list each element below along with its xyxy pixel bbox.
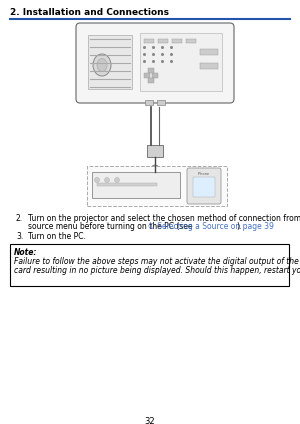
Bar	[158, 39, 168, 43]
Text: Turn on the projector and select the chosen method of connection from the: Turn on the projector and select the cho…	[28, 214, 300, 223]
Bar	[144, 73, 150, 78]
Circle shape	[115, 178, 119, 182]
Bar	[88, 35, 132, 89]
Bar	[148, 68, 154, 73]
Bar	[152, 73, 158, 78]
Bar	[140, 33, 222, 91]
Text: 2.: 2.	[16, 214, 23, 223]
Bar	[145, 100, 153, 105]
Ellipse shape	[93, 54, 111, 76]
Text: 2. Installation and Connections: 2. Installation and Connections	[10, 8, 169, 17]
Bar	[157, 100, 165, 105]
FancyBboxPatch shape	[76, 23, 234, 103]
Text: Turn on the PC.: Turn on the PC.	[28, 232, 86, 241]
Bar	[92, 172, 180, 198]
Text: iPhone: iPhone	[198, 172, 210, 176]
Bar	[193, 177, 215, 197]
Bar	[144, 39, 154, 43]
Bar	[10, 244, 289, 286]
Circle shape	[104, 178, 110, 182]
Text: 32: 32	[145, 417, 155, 424]
Text: Failure to follow the above steps may not activate the digital output of the gra: Failure to follow the above steps may no…	[14, 257, 300, 266]
FancyBboxPatch shape	[187, 168, 221, 204]
Bar	[186, 39, 196, 43]
Circle shape	[94, 178, 100, 182]
Ellipse shape	[97, 59, 107, 72]
Circle shape	[151, 165, 159, 173]
Text: 3.: 3.	[16, 232, 23, 241]
Bar	[87, 166, 227, 206]
Text: Note:: Note:	[14, 248, 38, 257]
Bar	[97, 183, 157, 186]
Bar	[200, 49, 218, 55]
Bar	[147, 145, 163, 157]
Text: ).: ).	[236, 222, 242, 231]
Text: card resulting in no picture being displayed. Should this happen, restart your P: card resulting in no picture being displ…	[14, 266, 300, 275]
Bar	[200, 63, 218, 69]
Text: ① Selecting a Source on page 39: ① Selecting a Source on page 39	[148, 222, 274, 231]
Bar	[148, 78, 154, 83]
Text: source menu before turning on the PC (see: source menu before turning on the PC (se…	[28, 222, 195, 231]
Bar	[172, 39, 182, 43]
